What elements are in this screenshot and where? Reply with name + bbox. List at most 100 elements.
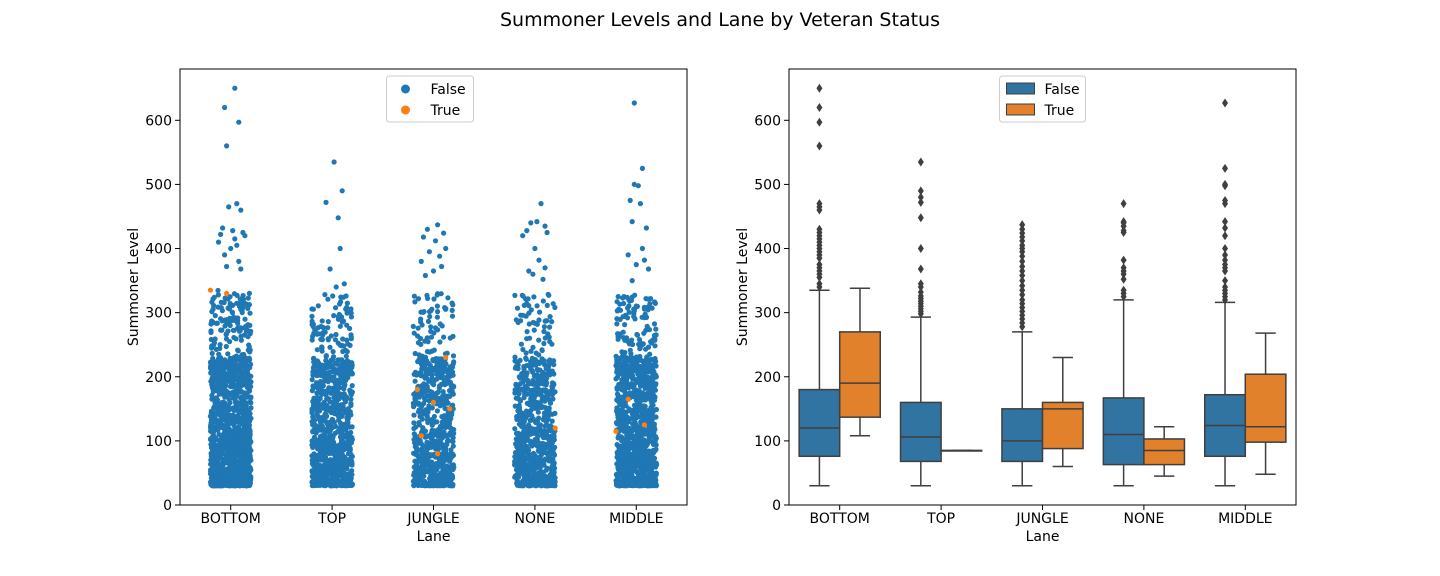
strip-point-false <box>319 348 325 354</box>
strip-point-false <box>526 422 532 428</box>
strip-point-false <box>316 381 322 387</box>
strip-point-false <box>344 300 350 306</box>
strip-point-false <box>518 341 525 347</box>
strip-point-false <box>222 104 228 111</box>
strip-point-true <box>430 399 437 405</box>
strip-point-false <box>535 480 541 487</box>
strip-point-false <box>217 342 223 348</box>
strip-point-false <box>422 397 428 403</box>
strip-point-false <box>426 249 432 255</box>
strip-point-false <box>418 309 424 315</box>
strip-point-false <box>244 378 250 384</box>
strip-point-false <box>332 337 338 343</box>
strip-point-false <box>232 317 239 324</box>
strip-point-false <box>333 369 339 375</box>
strip-point-false <box>441 449 448 455</box>
strip-point-false <box>217 472 223 478</box>
strip-point-false <box>447 335 453 341</box>
strip-point-false <box>513 358 519 365</box>
box-ytick-label: 300 <box>754 306 781 322</box>
strip-point-false <box>220 399 226 405</box>
strip-point-false <box>310 473 316 479</box>
strip-point-false <box>641 468 647 474</box>
strip-point-false <box>344 310 350 316</box>
strip-point-false <box>447 393 453 399</box>
strip-point-false <box>648 374 655 381</box>
strip-point-false <box>443 361 449 367</box>
strip-point-false <box>209 350 215 356</box>
strip-point-false <box>242 233 248 239</box>
strip-point-false <box>349 460 355 466</box>
strip-point-false <box>528 441 534 447</box>
strip-point-false <box>227 355 233 361</box>
box-ylabel: Summoner Level <box>735 228 751 346</box>
strip-point-false <box>328 390 334 396</box>
strip-point-false <box>348 306 354 312</box>
strip-point-false <box>518 453 524 459</box>
strip-point-false <box>243 410 249 416</box>
strip-point-false <box>437 339 443 345</box>
strip-point-false <box>223 456 229 462</box>
strip-point-false <box>341 383 348 389</box>
strip-point-false <box>543 467 549 473</box>
strip-point-false <box>617 382 623 388</box>
box-iqr <box>899 401 942 463</box>
strip-point-false <box>310 438 317 444</box>
strip-point-false <box>230 228 236 234</box>
strip-point-false <box>627 347 633 353</box>
strip-point-false <box>243 482 250 488</box>
strip-point-false <box>628 444 634 450</box>
strip-point-false <box>348 389 354 396</box>
strip-point-false <box>540 430 546 437</box>
strip-point-false <box>536 337 542 343</box>
strip-point-false <box>339 188 345 194</box>
strip-point-false <box>224 468 230 474</box>
strip-point-false <box>540 477 546 483</box>
strip-point-false <box>224 263 230 270</box>
strip-point-false <box>540 404 547 410</box>
strip-point-false <box>437 321 443 327</box>
strip-point-false <box>316 427 322 433</box>
strip-point-false <box>542 318 548 324</box>
strip-point-false <box>340 348 346 355</box>
strip-point-false <box>645 266 652 272</box>
strip-point-false <box>224 446 231 453</box>
strip-point-false <box>248 457 254 463</box>
strip-point-false <box>542 265 548 271</box>
strip-point-false <box>325 370 331 376</box>
strip-point-false <box>232 85 238 91</box>
strip-point-false <box>324 406 330 413</box>
strip-point-false <box>633 454 639 460</box>
strip-point-false <box>316 416 322 422</box>
strip-point-false <box>426 403 432 409</box>
strip-point-false <box>541 340 547 347</box>
strip-point-false <box>624 335 630 341</box>
strip-point-false <box>218 231 224 237</box>
strip-point-false <box>544 229 550 236</box>
box-xtick-label: BOTTOM <box>810 511 870 527</box>
strip-point-false <box>211 302 217 309</box>
strip-point-false <box>534 391 540 397</box>
strip-point-false <box>335 361 341 367</box>
strip-point-false <box>419 403 425 409</box>
strip-point-false <box>544 380 550 386</box>
strip-point-false <box>341 482 347 489</box>
strip-point-false <box>539 347 545 354</box>
strip-point-false <box>226 204 232 210</box>
strip-point-false <box>325 325 331 331</box>
strip-point-false <box>541 324 548 330</box>
strip-point-false <box>526 268 532 274</box>
strip-point-false <box>230 368 236 375</box>
strip-point-false <box>448 426 454 432</box>
strip-point-false <box>439 263 445 270</box>
strip-point-false <box>234 201 240 207</box>
strip-point-false <box>240 456 246 462</box>
strip-point-false <box>651 321 658 327</box>
strip-point-false <box>322 292 328 298</box>
strip-point-false <box>445 376 451 382</box>
strip-point-false <box>219 384 225 390</box>
strip-point-false <box>234 407 240 413</box>
strip-point-false <box>318 386 324 393</box>
strip-point-false <box>449 473 455 479</box>
strip-point-false <box>617 419 623 425</box>
